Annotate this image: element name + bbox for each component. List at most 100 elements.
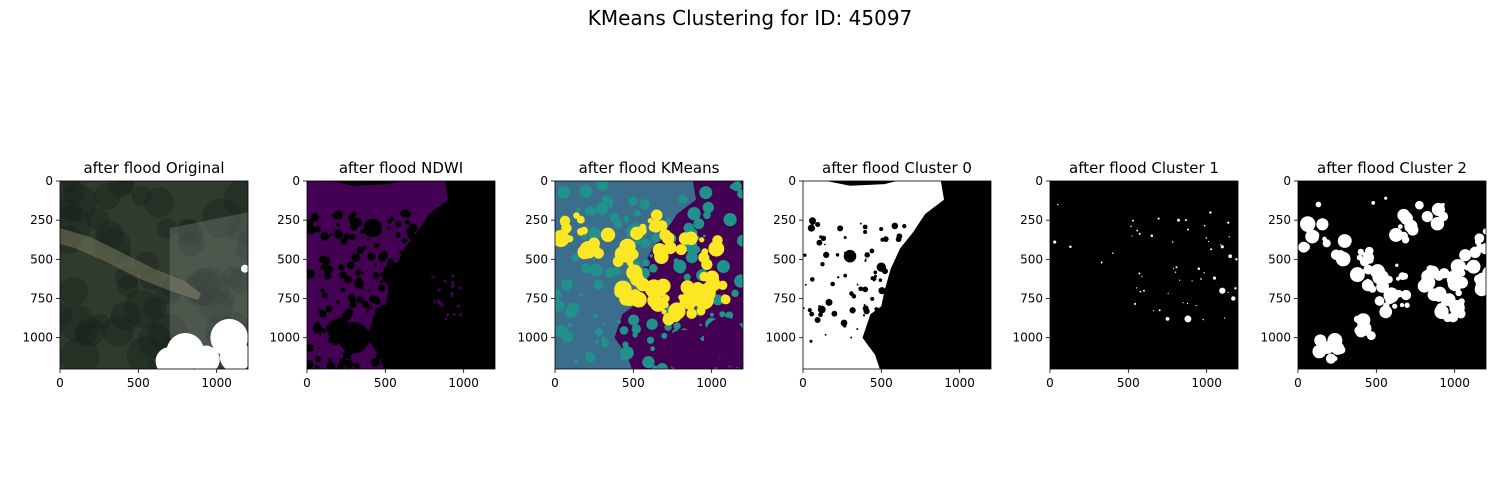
mask-hole [887, 310, 891, 314]
cluster1-speckle [606, 198, 614, 206]
ndwi-speckle [393, 304, 398, 309]
cluster1-speckle [594, 327, 603, 336]
mask-hole [864, 252, 870, 258]
mask-hole [804, 283, 807, 286]
cluster2-pixel [1455, 289, 1462, 297]
ndwi-speckle [378, 317, 383, 322]
cluster1-pixel [1182, 302, 1184, 304]
cluster1-pixel [1132, 219, 1134, 222]
cluster2-pixel [1341, 238, 1351, 248]
cluster2-speckle [717, 280, 728, 291]
ndwi-speckle [307, 359, 314, 369]
mask-hole [850, 336, 853, 339]
mask-hole [817, 305, 826, 314]
cluster1-speckle [642, 259, 650, 267]
cluster1-pixel [1136, 287, 1138, 289]
cluster1-pixel [1138, 232, 1141, 235]
forest-patch [156, 218, 178, 239]
axes-frame [59, 180, 249, 370]
cluster2-pixel [1469, 246, 1481, 259]
cluster2-speckle [678, 232, 692, 245]
cluster1-speckle [561, 331, 574, 343]
ndwi-speckle [450, 285, 454, 289]
ndwi-speckle [401, 237, 408, 244]
cluster1-pixel [1141, 276, 1143, 278]
cluster2-speckle [663, 241, 677, 255]
mask-hole [843, 273, 848, 278]
ndwi-speckle [393, 353, 399, 359]
axes-frame [306, 180, 496, 370]
mask-hole [862, 224, 868, 230]
ndwi-speckle [400, 318, 409, 327]
cluster1-pixel [1167, 292, 1169, 294]
cluster2-pixel [1312, 344, 1327, 359]
mask-hole [823, 243, 826, 246]
cluster2-pixel [1459, 249, 1472, 262]
cluster1-speckle [646, 318, 658, 330]
cluster2-pixel [1440, 296, 1451, 306]
ndwi-speckle [409, 274, 417, 282]
ndwi-speckle [326, 361, 336, 369]
mask-hole [831, 310, 838, 317]
ndwi-speckle [321, 292, 328, 298]
forest-patch [235, 238, 248, 262]
y-tick-label: 0 [1283, 174, 1291, 188]
cluster1-speckle [685, 251, 698, 264]
cluster1-speckle [571, 254, 579, 262]
forest-patch [143, 297, 167, 321]
ndwi-speckle [452, 312, 456, 317]
cluster2-pixel [1458, 298, 1465, 305]
cluster1-speckle [699, 323, 702, 327]
ndwi-dark-patch [382, 262, 408, 288]
cluster2-speckle [580, 226, 588, 235]
cluster1-speckle [693, 218, 705, 230]
cluster1-speckle [619, 270, 623, 274]
ndwi-speckle [336, 300, 340, 304]
cloud [219, 340, 248, 369]
ndwi-speckle [433, 300, 437, 304]
mask-hole [890, 272, 894, 276]
ndwi-speckle [348, 214, 356, 222]
cluster1-speckle [702, 201, 715, 214]
y-tick-label: 500 [1020, 252, 1043, 266]
cluster1-speckle [573, 359, 578, 365]
haze [169, 212, 248, 354]
mask-hole [824, 333, 827, 336]
ndwi-speckle [307, 229, 309, 233]
mask-hole [843, 249, 857, 263]
cluster1-speckle [578, 292, 584, 298]
forest-patch [199, 289, 234, 324]
cluster2-pixel [1305, 229, 1320, 244]
mask-hole [816, 239, 823, 246]
cloud-cluster [721, 339, 743, 368]
cluster2-pixel [1363, 264, 1374, 275]
ndwi-speckle [349, 234, 356, 241]
ndwi-speckle [370, 357, 381, 368]
cluster2-speckle [628, 249, 639, 260]
cluster1-pixel [1184, 315, 1192, 323]
ndwi-speckle [376, 358, 379, 361]
mask-hole [869, 248, 875, 254]
cluster2-speckle [588, 237, 600, 250]
cluster1-pixel [1235, 258, 1238, 261]
cluster1-pixel [1220, 245, 1224, 249]
cluster1-speckle [619, 326, 629, 335]
ndwi-speckle [399, 250, 403, 254]
ndwi-speckle [309, 229, 313, 234]
cluster1-pixel [1174, 271, 1177, 273]
ndwi-speckle [407, 304, 417, 314]
cluster2-pixel [1404, 302, 1410, 308]
x-tick-label: 500 [374, 376, 397, 390]
y-tick-label: 250 [773, 213, 796, 227]
cluster2-speckle [698, 252, 710, 263]
ndwi-speckle [395, 220, 402, 228]
ndwi-speckle [389, 216, 394, 221]
ndwi-speckle [392, 292, 395, 295]
ndwi-speckle [395, 232, 402, 239]
ndwi-speckle [374, 324, 379, 329]
ndwi-speckle [324, 272, 332, 280]
cluster2-pixel [1475, 282, 1482, 288]
cluster1-speckle [683, 222, 695, 234]
mask-hole [897, 335, 899, 337]
x-tick-label: 1000 [201, 376, 232, 390]
